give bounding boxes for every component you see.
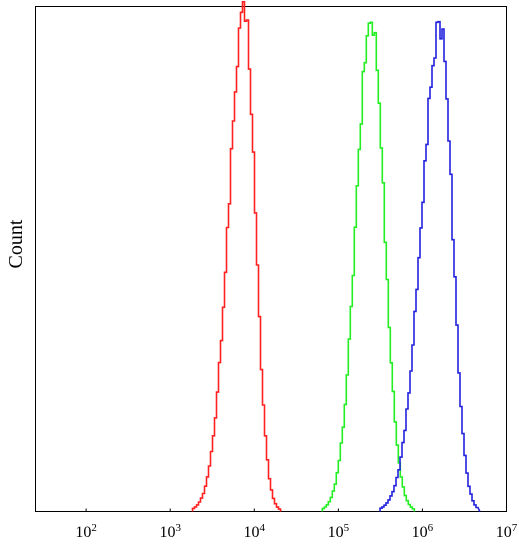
x-tick-label-6: 107 [496, 522, 518, 541]
x-tick-label-2: 103 [159, 522, 181, 541]
x-axis-ticks: 102 103 104 105 106 107 [75, 508, 518, 541]
plot-frame [35, 6, 507, 512]
y-axis-label: Count [5, 219, 27, 268]
x-tick-label-5: 106 [412, 522, 434, 541]
histogram-series-3 [379, 20, 481, 512]
x-tick-label-3: 104 [244, 522, 266, 541]
histogram-series-1 [191, 1, 282, 512]
x-tick-label-1: 102 [75, 522, 97, 541]
series-layer [191, 1, 481, 512]
x-tick-label-4: 105 [328, 522, 350, 541]
